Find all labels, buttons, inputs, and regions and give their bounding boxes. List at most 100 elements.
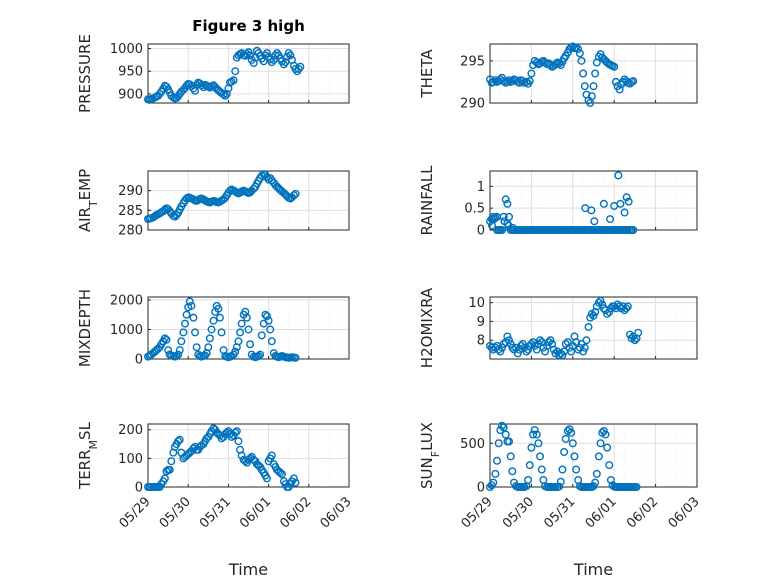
- data-point: [506, 339, 515, 348]
- data-point: [503, 199, 512, 208]
- data-point: [219, 90, 228, 99]
- data-point: [289, 474, 298, 483]
- data-point: [246, 340, 255, 349]
- data-point: [558, 351, 567, 360]
- data-point: [532, 430, 541, 439]
- data-point: [524, 345, 533, 354]
- data-point: [568, 439, 577, 448]
- data-point: [610, 62, 619, 71]
- data-point: [234, 337, 243, 346]
- data-point: [561, 434, 570, 443]
- y-tick-label: 0: [477, 481, 485, 496]
- data-point: [215, 313, 224, 322]
- data-point: [522, 347, 531, 356]
- axes-frame: [489, 296, 698, 360]
- data-point: [525, 461, 534, 470]
- data-point: [209, 316, 218, 325]
- x-tick-label: 05/30: [500, 494, 537, 531]
- data-point: [257, 171, 266, 180]
- data-point: [503, 77, 512, 86]
- y-tick-label: 500: [460, 437, 485, 452]
- data-point: [207, 325, 216, 334]
- data-point: [596, 439, 605, 448]
- data-point: [518, 339, 527, 348]
- data-point: [572, 465, 581, 474]
- data-point: [556, 477, 565, 486]
- data-point: [603, 443, 612, 452]
- data-point: [605, 461, 614, 470]
- x-tick-label: 05/31: [541, 494, 578, 531]
- data-point: [174, 437, 183, 446]
- data-point: [231, 428, 240, 437]
- data-point: [590, 217, 599, 226]
- data-point: [291, 189, 300, 198]
- data-point: [189, 313, 198, 322]
- data-point: [596, 296, 605, 305]
- y-tick-label: 0.5: [464, 202, 485, 217]
- data-point: [489, 77, 498, 86]
- data-point: [493, 212, 502, 221]
- data-point: [599, 199, 608, 208]
- axes-frame: [147, 170, 350, 231]
- data-point: [180, 319, 189, 328]
- data-point: [589, 82, 598, 91]
- subplot-8: 0 500 05/29 05/30 05/31 06/01 06/02 06/03 Time SU…: [418, 421, 703, 579]
- axes-frame: [489, 170, 698, 231]
- data-point: [515, 345, 524, 354]
- data-point: [187, 301, 196, 310]
- x-tick-label: 06/01: [583, 494, 620, 531]
- data-point: [580, 82, 589, 91]
- data-point: [591, 69, 600, 78]
- y-tick-label: 8: [477, 334, 485, 349]
- y-axis-label: PRESSURE: [76, 34, 94, 113]
- subplot-3: 280 285 290 AIRTEMP: [76, 169, 350, 239]
- axes-frame: [147, 296, 350, 360]
- data-point: [231, 347, 240, 356]
- x-tick-label: 05/29: [117, 494, 154, 531]
- data-point: [506, 452, 515, 461]
- y-tick-label: 290: [460, 97, 485, 112]
- data-point: [175, 435, 184, 444]
- y-tick-label: 200: [118, 423, 143, 438]
- data-point: [605, 308, 614, 317]
- data-point: [501, 430, 510, 439]
- data-point: [601, 430, 610, 439]
- data-point: [606, 215, 615, 224]
- axes-frame: [147, 43, 350, 104]
- data-point: [530, 426, 539, 435]
- data-point: [587, 92, 596, 101]
- x-axis-label: Time: [573, 560, 613, 579]
- data-point: [261, 310, 270, 319]
- data-point: [222, 89, 231, 98]
- x-tick-label: 05/29: [459, 494, 496, 531]
- y-axis-label: H2OMIXRA: [418, 287, 436, 368]
- data-point: [266, 325, 275, 334]
- data-point: [232, 427, 241, 436]
- y-tick-label: 280: [118, 224, 143, 239]
- data-point: [501, 195, 510, 204]
- data-point: [160, 334, 169, 343]
- data-point: [572, 43, 581, 52]
- subplot-6: 8 9 10 H2OMIXRA: [418, 287, 698, 368]
- data-point: [498, 421, 507, 430]
- x-tick-label: 05/31: [197, 494, 234, 531]
- data-point: [592, 469, 601, 478]
- data-point: [160, 474, 169, 483]
- y-tick-label: 0: [135, 353, 143, 368]
- data-point: [543, 341, 552, 350]
- y-tick-label: 1000: [110, 42, 143, 57]
- subplot-1: 900 950 1000 PRESSURE Figure 3 high: [76, 17, 350, 113]
- data-point: [296, 62, 305, 71]
- y-tick-label: 9: [477, 315, 485, 330]
- data-point: [174, 350, 183, 359]
- data-point: [205, 334, 214, 343]
- data-point: [508, 223, 517, 232]
- data-point: [503, 332, 512, 341]
- data-point: [185, 297, 194, 306]
- y-axis-label: SUNFLUX: [418, 422, 442, 489]
- y-axis-label: TERRMSL: [76, 421, 100, 490]
- data-point: [256, 350, 265, 359]
- y-axis-label: RAINFALL: [418, 165, 436, 236]
- x-tick-label: 06/03: [666, 494, 703, 531]
- y-axis-label: AIRTEMP: [76, 169, 100, 232]
